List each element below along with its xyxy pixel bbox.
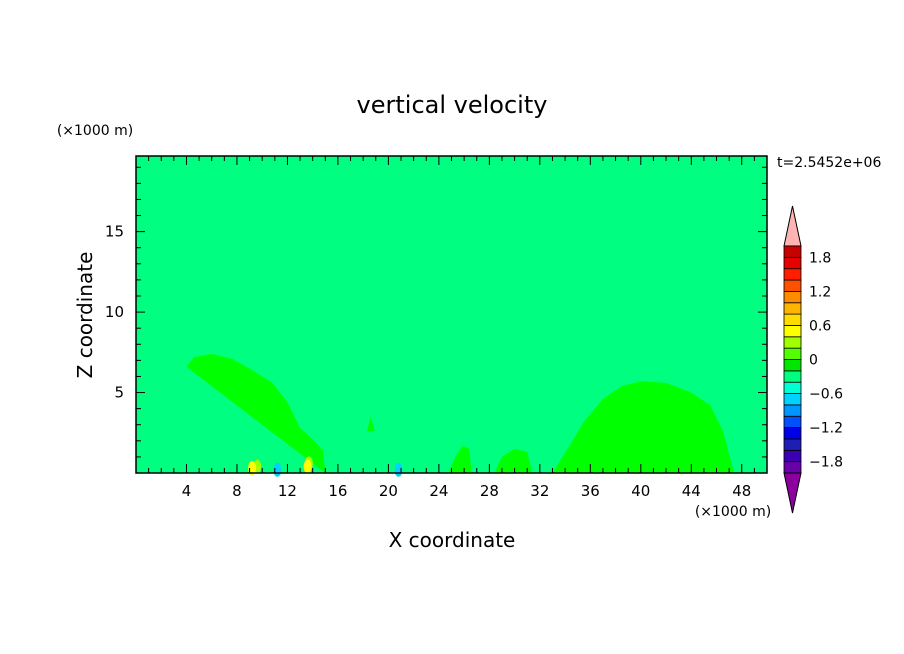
colorbar-label: 1.2: [809, 284, 831, 300]
colorbar-level: [783, 449, 802, 463]
x-tick-label: 24: [429, 482, 448, 500]
colorbar-level: [783, 325, 802, 338]
colorbar-level: [783, 336, 802, 349]
y-axis-ticks: 5 10 15: [105, 166, 767, 458]
contour-region-4: [494, 448, 533, 473]
colorbar-level: [783, 268, 802, 281]
colorbar-level: [783, 256, 802, 270]
colorbar-label: −1.8: [809, 455, 843, 471]
contour-extremum-3: [248, 461, 257, 476]
colorbar-level: [783, 438, 802, 451]
chart-title: vertical velocity: [357, 91, 548, 119]
colorbar-label: −1.2: [809, 421, 843, 437]
x-tick-label: 32: [530, 482, 549, 500]
y-axis-label: Z coordinate: [73, 252, 97, 379]
x-tick-label: 40: [631, 482, 650, 500]
colorbar-level: [783, 381, 802, 394]
contour-region-2: [552, 381, 735, 473]
plot-area: [135, 155, 768, 477]
x-tick-label: 16: [328, 482, 347, 500]
colorbar-label: 1.8: [809, 250, 831, 266]
colorbar-level: [783, 302, 802, 315]
x-tick-label: 48: [732, 482, 751, 500]
x-tick-label: 20: [379, 482, 398, 500]
colorbar-level: [783, 347, 802, 360]
x-tick-label: 12: [278, 482, 297, 500]
colorbar-label: 0.6: [809, 318, 831, 334]
contour-region-3: [448, 445, 472, 473]
colorbar-label: 0: [809, 353, 818, 369]
colorbar: 1.8 1.2 0.6 0 −0.6 −1.2 −1.8: [783, 205, 843, 514]
colorbar-level: [783, 290, 802, 304]
x-unit-label: (×1000 m): [695, 504, 771, 520]
x-axis-label: X coordinate: [389, 528, 516, 552]
contour-region-1: [186, 353, 326, 473]
x-tick-label: 36: [581, 482, 600, 500]
y-tick-label: 10: [105, 303, 124, 321]
x-tick-label: 4: [182, 482, 192, 500]
colorbar-level: [783, 393, 802, 406]
y-tick-label: 15: [105, 223, 124, 241]
x-tick-label: 8: [232, 482, 242, 500]
colorbar-level: [783, 279, 802, 292]
time-label: t=2.5452e+06: [777, 155, 881, 171]
colorbar-label: −0.6: [809, 387, 843, 403]
colorbar-level: [783, 359, 802, 372]
colorbar-level: [783, 370, 802, 383]
colorbar-over-arrow: [783, 205, 802, 247]
contour-region-5: [366, 416, 375, 432]
colorbar-level: [783, 245, 802, 258]
colorbar-level: [783, 404, 802, 417]
x-tick-label: 28: [480, 482, 499, 500]
y-tick-label: 5: [114, 384, 124, 402]
colorbar-level: [783, 313, 802, 326]
colorbar-level: [783, 415, 802, 429]
colorbar-level: [783, 461, 802, 474]
colorbar-level: [783, 427, 802, 440]
contour-extremum-4: [303, 459, 312, 474]
x-axis-ticks: 4 8 12 16 20 24 28 32 36 40 44 48: [148, 156, 755, 500]
y-unit-label: (×1000 m): [57, 123, 133, 139]
x-tick-label: 44: [682, 482, 701, 500]
colorbar-under-arrow: [783, 472, 802, 514]
